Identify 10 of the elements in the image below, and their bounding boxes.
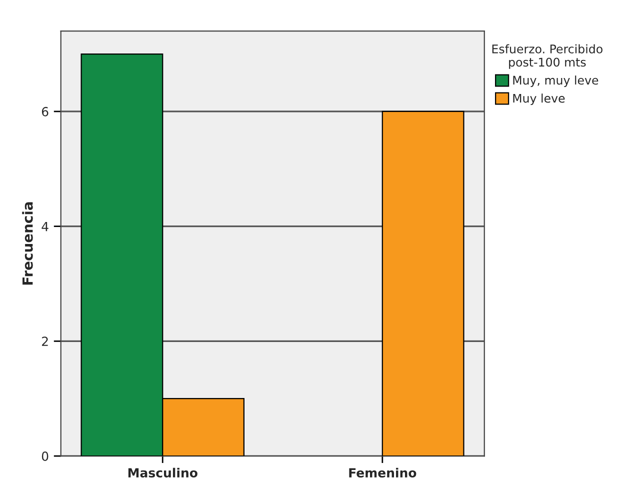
legend-label: Muy leve: [513, 94, 565, 106]
y-tick-label: 0: [42, 451, 48, 461]
y-axis-title: Frecuencia: [22, 202, 33, 285]
y-tick-label: 6: [42, 106, 48, 116]
legend-label: Muy, muy leve: [513, 76, 598, 87]
y-tick-label: 4: [42, 222, 48, 232]
x-tick-label: Femenino: [349, 468, 416, 478]
x-tick-label: Masculino: [128, 468, 198, 478]
y-tick-label: 2: [42, 336, 48, 346]
legend-title: Esfuerzo. Percibido post-100 mts: [492, 44, 602, 69]
